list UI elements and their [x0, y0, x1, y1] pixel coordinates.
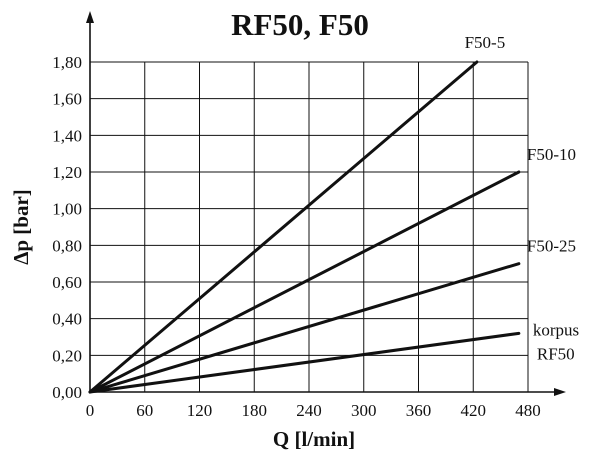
y-tick-label: 0,80 — [52, 236, 82, 255]
y-axis-arrow — [86, 11, 94, 23]
series-line-f50-25 — [88, 262, 521, 394]
x-tick-label: 0 — [86, 401, 95, 420]
x-tick-label: 240 — [296, 401, 322, 420]
x-tick-label: 480 — [515, 401, 541, 420]
x-tick-label: 180 — [242, 401, 268, 420]
x-axis-title: Q [l/min] — [273, 427, 355, 451]
y-tick-label: 0,40 — [52, 310, 82, 329]
series-lines — [88, 60, 521, 394]
grid — [90, 61, 529, 392]
x-tick-labels: 0 60 120 180 240 300 360 420 480 — [86, 401, 541, 420]
y-tick-label: 1,20 — [52, 163, 82, 182]
series-label: F50-10 — [527, 145, 576, 164]
series-label: RF50 — [537, 344, 575, 363]
x-tick-label: 120 — [187, 401, 213, 420]
series-label: F50-5 — [465, 33, 506, 52]
y-tick-label: 0,60 — [52, 273, 82, 292]
series-label: korpus — [533, 320, 579, 339]
series-line-korpus-rf50 — [88, 331, 521, 394]
x-tick-label: 60 — [136, 401, 153, 420]
series-labels: F50-5 F50-10 F50-25 korpus RF50 — [465, 33, 580, 363]
y-tick-label: 1,40 — [52, 126, 82, 145]
x-axis-arrow — [554, 388, 566, 396]
chart-title: RF50, F50 — [231, 7, 369, 42]
series-line-f50-5 — [88, 60, 479, 394]
series-label: F50-25 — [527, 237, 576, 256]
series-line-f50-10 — [88, 170, 521, 394]
y-tick-labels: 0,00 0,20 0,40 0,60 0,80 1,00 1,20 1,40 1,60 1,80 — [52, 53, 82, 402]
y-tick-label: 0,00 — [52, 383, 82, 402]
y-tick-label: 0,20 — [52, 346, 82, 365]
x-tick-label: 420 — [461, 401, 487, 420]
y-tick-label: 1,00 — [52, 200, 82, 219]
y-tick-label: 1,60 — [52, 90, 82, 109]
axes — [86, 11, 566, 396]
x-tick-label: 360 — [406, 401, 432, 420]
x-tick-label: 300 — [351, 401, 377, 420]
y-tick-label: 1,80 — [52, 53, 82, 72]
y-axis-title: Δp [bar] — [9, 189, 33, 265]
